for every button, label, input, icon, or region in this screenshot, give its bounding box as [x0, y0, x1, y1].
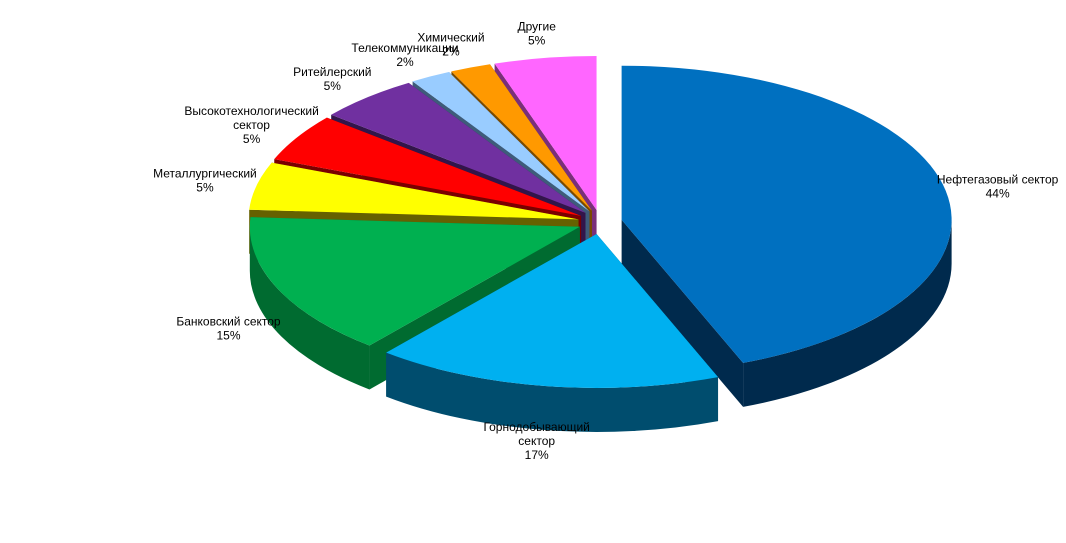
slice-label-8: Другие 5%: [517, 20, 556, 48]
slice-label-4: Высокотехнологический сектор 5%: [184, 104, 319, 146]
slice-percent-label: 2%: [396, 55, 414, 69]
slice-percent-label: 17%: [525, 448, 549, 462]
pie-slice-0: [621, 65, 952, 363]
pie-slice-6: [412, 72, 590, 212]
slice-side-0: [621, 219, 952, 407]
slice-name-label: Ритейлерский: [293, 65, 371, 79]
pie-slice-3: [249, 162, 579, 220]
pie-slice-7: [451, 64, 592, 211]
slice-label-2: Банковский сектор 15%: [176, 315, 281, 343]
slice-name-label: Высокотехнологический: [184, 104, 319, 118]
slice-label-3: Металлургический 5%: [153, 166, 257, 194]
slice-tops: [249, 56, 952, 388]
slice-label-0: Нефтегазовый сектор 44%: [937, 172, 1059, 200]
slice-name-label: сектор: [233, 118, 270, 132]
slice-label-6: Телекоммуникации 2%: [351, 41, 458, 69]
slice-percent-label: 15%: [216, 329, 240, 343]
slice-name-label: Нефтегазовый сектор: [937, 172, 1059, 186]
slice-percent-label: 44%: [986, 186, 1010, 200]
pie-slice-4: [274, 117, 582, 216]
slice-percent-label: 5%: [324, 79, 342, 93]
slice-name-label: Химический: [417, 31, 484, 45]
slice-labels: Нефтегазовый сектор 44%Горнодобывающий сек…: [153, 20, 1059, 463]
slice-name-label: Металлургический: [153, 166, 257, 180]
slice-percent-label: 5%: [196, 180, 214, 194]
slice-name-label: сектор: [518, 434, 555, 448]
slice-name-label: Другие: [517, 20, 556, 34]
slice-name-label: Банковский сектор: [176, 315, 281, 329]
pie-slice-1: [386, 233, 719, 388]
slice-name-label: Горнодобывающий: [483, 420, 589, 434]
slice-percent-label: 2%: [442, 45, 460, 59]
pie-slice-5: [331, 82, 586, 213]
slice-label-5: Ритейлерский 5%: [293, 65, 371, 93]
pie-slice-2: [249, 217, 580, 346]
slice-percent-label: 5%: [528, 34, 546, 48]
slice-label-1: Горнодобывающий сектор 17%: [483, 420, 589, 462]
pie-slice-8: [494, 56, 597, 211]
slice-percent-label: 5%: [243, 132, 261, 146]
slice-name-label: Телекоммуникации: [351, 41, 458, 55]
slice-label-7: Химический 2%: [417, 31, 484, 59]
